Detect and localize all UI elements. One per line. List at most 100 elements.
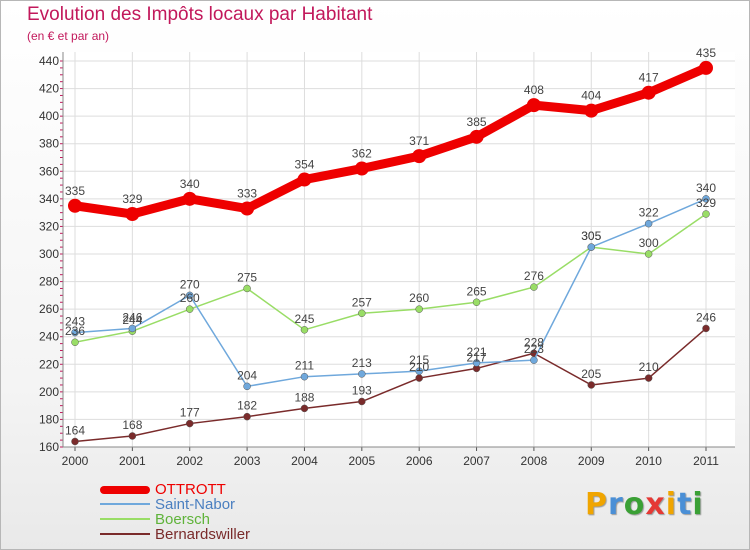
y-tick-label: 200	[39, 385, 59, 399]
data-label: 333	[237, 187, 257, 201]
data-point	[415, 305, 423, 313]
data-label: 257	[352, 295, 372, 309]
data-label: 182	[237, 399, 257, 413]
chart-subtitle: (en € et par an)	[27, 29, 110, 43]
x-tick-label: 2010	[635, 454, 662, 468]
data-point	[469, 129, 484, 144]
data-label: 217	[467, 350, 487, 364]
logo-letter: r	[608, 487, 624, 522]
series-line-ottrott	[70, 63, 711, 219]
data-point	[71, 437, 79, 446]
data-label: 244	[122, 313, 142, 327]
data-label: 260	[409, 291, 429, 305]
legend-label: Boersch	[155, 511, 211, 528]
data-point	[128, 432, 137, 440]
data-label: 215	[409, 353, 429, 367]
data-label: 322	[639, 206, 659, 220]
data-label: 340	[696, 181, 716, 195]
data-point	[702, 195, 710, 203]
data-point	[71, 338, 79, 346]
plot-area	[63, 52, 735, 447]
data-point	[358, 309, 366, 318]
logo-letter: x	[645, 487, 666, 522]
y-tick-label: 240	[39, 330, 59, 344]
y-tick-label: 180	[39, 412, 59, 426]
y-tick-label: 340	[39, 192, 59, 206]
data-point	[644, 374, 653, 382]
data-point	[530, 283, 538, 291]
x-tick-label: 2011	[693, 454, 719, 468]
x-tick-label: 2006	[406, 454, 433, 468]
data-point	[185, 419, 194, 428]
data-point	[182, 191, 197, 206]
chart-title: Evolution des Impôts locaux par Habitant	[27, 4, 373, 25]
data-point	[71, 328, 79, 337]
data-label: 265	[467, 284, 487, 298]
data-label: 305	[581, 229, 601, 243]
data-label: 385	[467, 115, 487, 129]
x-tick-label: 2003	[234, 454, 261, 468]
data-label: 354	[294, 158, 314, 172]
data-label: 435	[696, 46, 716, 60]
data-point	[243, 412, 251, 421]
data-label: 340	[180, 177, 200, 191]
series-line-boersch	[74, 213, 707, 343]
proxiti-logo: Proxiti	[585, 487, 704, 522]
data-point	[644, 250, 653, 258]
data-point	[243, 284, 251, 293]
data-point	[68, 198, 82, 213]
data-point	[240, 201, 255, 216]
data-point	[300, 404, 309, 413]
data-label: 205	[581, 367, 601, 381]
data-point	[297, 172, 312, 187]
legend-swatch	[100, 486, 150, 494]
data-point	[587, 243, 596, 251]
legend-swatch	[100, 503, 150, 505]
y-tick-label: 400	[39, 109, 59, 123]
data-label: 329	[122, 192, 142, 206]
data-label: 221	[467, 345, 487, 359]
x-tick-label: 2000	[62, 454, 89, 468]
y-tick-label: 380	[39, 137, 59, 151]
data-label: 335	[65, 184, 85, 198]
logo-letter: t	[677, 487, 693, 522]
data-point	[358, 397, 366, 406]
x-tick-label: 2005	[348, 454, 375, 468]
data-point	[358, 370, 366, 378]
data-label: 417	[639, 71, 659, 85]
data-label: 177	[180, 406, 200, 420]
data-label: 228	[524, 335, 544, 349]
data-point	[587, 381, 596, 389]
y-tick-label: 420	[39, 82, 59, 96]
data-point	[526, 98, 541, 113]
data-point	[699, 60, 713, 75]
x-tick-label: 2002	[176, 454, 203, 468]
data-point	[185, 291, 194, 300]
data-point	[185, 305, 194, 313]
data-label: 236	[65, 324, 85, 338]
data-label: 243	[65, 315, 85, 329]
y-tick-label: 160	[39, 440, 59, 454]
data-point	[702, 210, 710, 218]
data-label: 211	[295, 359, 314, 373]
logo-letter: o	[623, 487, 646, 522]
series-line-bernardswiller	[74, 327, 707, 443]
x-tick-label: 2009	[578, 454, 605, 468]
x-tick-label: 2004	[291, 454, 318, 468]
data-label: 404	[581, 89, 601, 103]
data-point	[354, 161, 369, 176]
data-label: 276	[524, 269, 544, 283]
legend-label: Saint-Nabor	[155, 496, 236, 513]
data-label: 305	[581, 229, 601, 243]
data-point	[702, 324, 710, 333]
data-label: 371	[409, 134, 429, 148]
x-tick-label: 2008	[521, 454, 548, 468]
y-tick-label: 360	[39, 164, 59, 178]
data-label: 210	[409, 360, 429, 374]
data-point	[644, 219, 653, 228]
x-tick-label: 2001	[119, 454, 146, 468]
data-label: 329	[696, 196, 716, 210]
data-label: 188	[294, 390, 314, 404]
logo-letter: P	[585, 487, 608, 522]
